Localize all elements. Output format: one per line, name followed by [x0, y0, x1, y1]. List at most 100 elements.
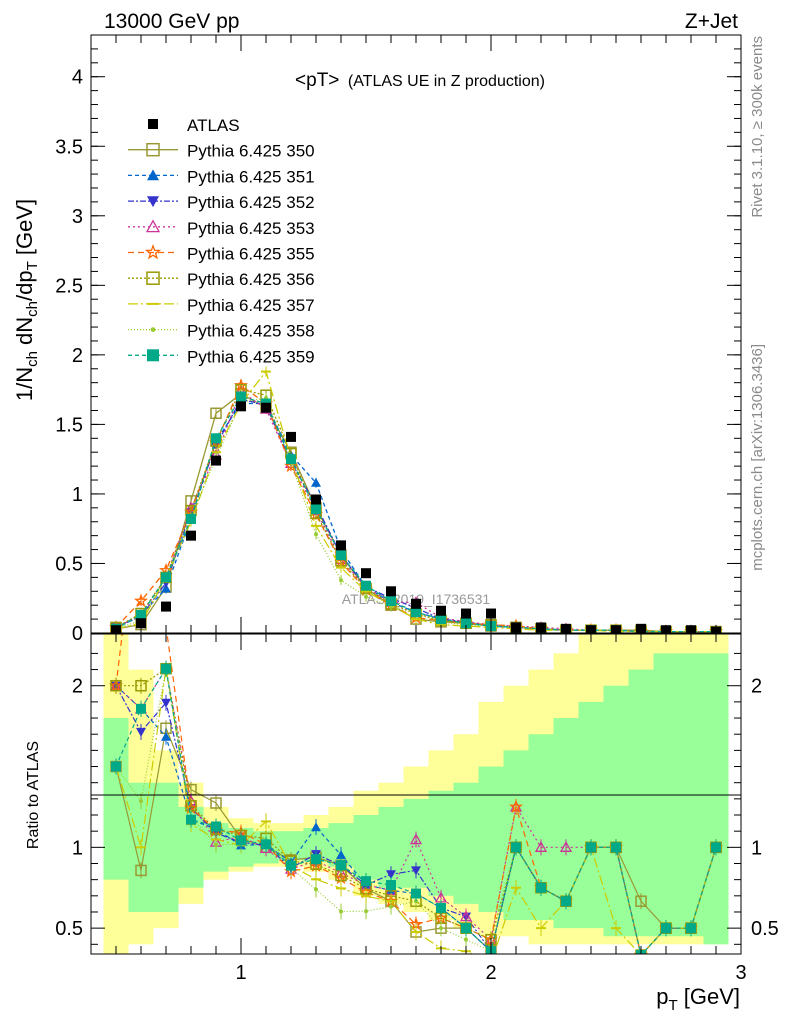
- legend-entry: Pythia 6.425 351: [128, 167, 315, 186]
- y-axis-label: 1/Nch dNch/dpT [GeV]: [12, 199, 41, 401]
- rivet-version-label: Rivet 3.1.10, ≥ 300k events: [749, 36, 766, 218]
- band-inner-bin: [628, 669, 654, 937]
- header-process-label: Z+Jet: [685, 10, 738, 33]
- legend-entry: Pythia 6.425 355: [128, 243, 315, 264]
- y-tick-label: 1: [72, 484, 83, 506]
- ratio-point: [210, 797, 222, 809]
- band-inner-bin: [578, 701, 604, 929]
- plot-title-main: <pT>: [295, 70, 339, 91]
- ratio-point: [314, 887, 318, 892]
- y-tick-label: 1.5: [55, 414, 83, 436]
- legend-label: ATLAS: [187, 116, 240, 135]
- legend-marker: [145, 219, 161, 233]
- series-point: [361, 580, 371, 591]
- ratio-point: [161, 698, 171, 708]
- data-point: [311, 494, 321, 505]
- legend-label: Pythia 6.425 352: [187, 193, 315, 212]
- ratio-uncertainty-band: [103, 634, 729, 954]
- ratio-tick-label: 0.5: [55, 918, 83, 940]
- ratio-point: [236, 835, 246, 846]
- ratio-point: [386, 880, 396, 891]
- ratio-point: [364, 909, 368, 914]
- series-point: [311, 504, 321, 515]
- legend-label: Pythia 6.425 355: [187, 245, 315, 264]
- legend-marker: [144, 243, 162, 260]
- legend-entry: Pythia 6.425 353: [128, 219, 315, 238]
- ratio-point: [311, 854, 321, 865]
- series-point: [411, 607, 421, 618]
- legend-marker: [150, 327, 156, 332]
- legend-marker: [147, 196, 159, 208]
- series-point: [236, 391, 246, 402]
- series-point: [286, 454, 296, 465]
- data-point: [286, 431, 296, 442]
- y-tick-label: 2.5: [55, 275, 83, 297]
- legend-entry: Pythia 6.425 357: [128, 296, 315, 315]
- legend-marker: [146, 271, 160, 285]
- ratio-point: [611, 842, 621, 853]
- legend: ATLAS Pythia 6.425 350 Pythia 6.425 351 Pyt…: [128, 116, 315, 366]
- series-point: [136, 609, 146, 620]
- x-tick-label: 3: [735, 962, 746, 984]
- series-point: [339, 578, 343, 583]
- mcplots-label: mcplots.cern.ch [arXiv:1306.3436]: [749, 344, 766, 571]
- ratio-point: [135, 679, 147, 692]
- ratio-point: [161, 663, 171, 674]
- band-inner-bin: [553, 718, 579, 929]
- data-point: [161, 601, 171, 612]
- ratio-point: [389, 904, 393, 909]
- ratio-tick-label-right: 0.5: [751, 918, 779, 940]
- data-point: [361, 568, 371, 579]
- ratio-point: [139, 799, 143, 804]
- series-point: [436, 614, 446, 625]
- data-point: [136, 618, 146, 629]
- plot-title-sub: (ATLAS UE in Z production): [348, 73, 545, 90]
- band-inner-bin: [428, 790, 454, 896]
- ratio-point: [436, 902, 446, 913]
- data-point: [486, 608, 496, 619]
- ratio-point: [586, 842, 596, 853]
- ratio-point: [161, 731, 171, 741]
- y-tick-label: 3.5: [55, 136, 83, 158]
- x-tick-label: 2: [485, 962, 496, 984]
- legend-entry: ATLAS: [148, 116, 240, 135]
- data-point: [186, 530, 196, 541]
- ratio-point: [536, 882, 546, 893]
- main-plot-series: [108, 366, 724, 633]
- ratio-point: [411, 866, 421, 876]
- svg-text:pT [GeV]: pT [GeV]: [656, 984, 740, 1014]
- ratio-point: [464, 937, 468, 942]
- ratio-point: [661, 923, 671, 934]
- y-tick-label: 2: [72, 345, 83, 367]
- band-inner-bin: [478, 766, 504, 912]
- legend-label: Pythia 6.425 356: [187, 270, 315, 289]
- ratio-point: [336, 850, 346, 860]
- ratio-point: [135, 864, 147, 877]
- ratio-tick-label-right: 2: [751, 676, 762, 698]
- plot-title: <pT> (ATLAS UE in Z production): [295, 70, 545, 91]
- data-point: [336, 540, 346, 551]
- y-tick-label: 0.5: [55, 553, 83, 575]
- ratio-point: [361, 876, 371, 887]
- ratio-point: [561, 896, 571, 907]
- legend-label: Pythia 6.425 358: [187, 322, 315, 341]
- series-point: [386, 596, 396, 607]
- ratio-point: [534, 840, 548, 852]
- data-point: [261, 402, 271, 413]
- ratio-point: [559, 840, 573, 852]
- ratio-point: [186, 814, 196, 825]
- y-tick-label: 4: [72, 67, 83, 89]
- series-point: [283, 458, 299, 473]
- ratio-point: [286, 860, 296, 871]
- svg-text:1/Nch dNch/dpT [GeV]: 1/Nch dNch/dpT [GeV]: [12, 199, 41, 401]
- legend-marker: [148, 119, 158, 129]
- band-inner-bin: [353, 815, 379, 880]
- ratio-point: [111, 761, 121, 772]
- series-point: [211, 433, 221, 444]
- legend-entry: Pythia 6.425 356: [128, 270, 315, 289]
- series-point: [161, 583, 171, 593]
- band-inner-bin: [703, 653, 729, 945]
- ratio-point: [336, 860, 346, 871]
- series-point: [461, 618, 471, 629]
